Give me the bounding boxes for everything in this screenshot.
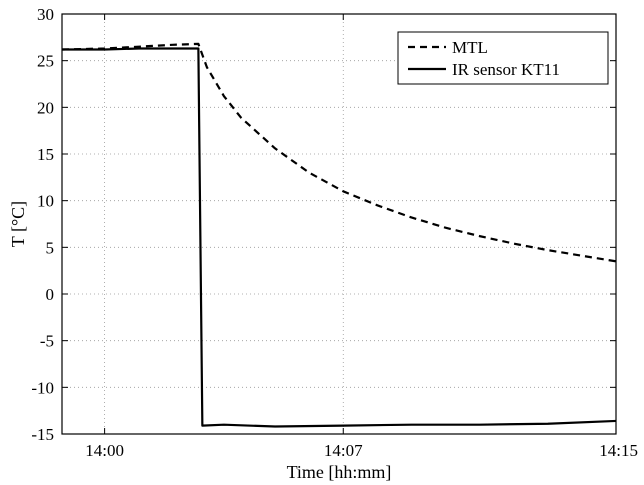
- y-tick-label: 15: [37, 145, 54, 164]
- grid: [62, 14, 616, 434]
- legend: MTL IR sensor KT11: [397, 31, 609, 85]
- plot-frame: [61, 13, 617, 435]
- y-axis-label: T [°C]: [8, 201, 28, 247]
- y-tick-label: -10: [31, 378, 54, 397]
- y-tick-label: -5: [40, 332, 54, 351]
- x-tick-label: 14:07: [324, 441, 363, 460]
- y-tick-label: 25: [37, 52, 54, 71]
- x-axis-label: Time [hh:mm]: [287, 462, 392, 482]
- legend-entry: MTL: [452, 38, 488, 57]
- x-tick-label: 14:00: [85, 441, 124, 460]
- x-tick-label: 14:15: [599, 441, 638, 460]
- series-line-ir-sensor: [62, 47, 617, 428]
- y-tick-label: -15: [31, 425, 54, 444]
- legend-entry: IR sensor KT11: [452, 60, 560, 79]
- y-tick-label: 20: [37, 98, 54, 117]
- series-line-mtl: [61, 42, 617, 263]
- y-tick-label: 30: [37, 5, 54, 24]
- y-tick-label: 10: [37, 192, 54, 211]
- y-tick-label: 0: [46, 285, 55, 304]
- series-layer: [61, 42, 617, 428]
- legend-box: [397, 31, 609, 85]
- y-tick-label: 5: [46, 238, 55, 257]
- ticks: -15 -10 -5 0 5 10 15 20 25 30 14:00 14:07 14:15: [31, 5, 638, 460]
